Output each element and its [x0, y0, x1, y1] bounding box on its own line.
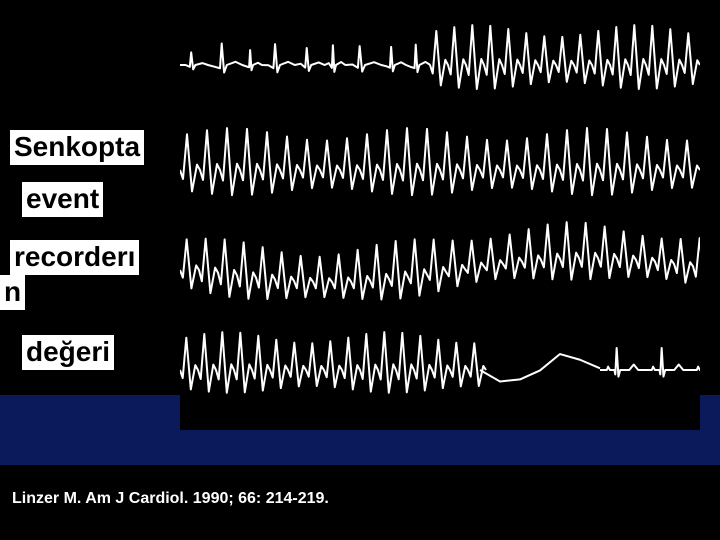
title-word-5: değeri — [22, 335, 114, 370]
ecg-strip-3-seg-1 — [480, 354, 600, 381]
title-line-3: recorderı — [10, 240, 139, 275]
ecg-strip-3-seg-2 — [600, 348, 700, 377]
title-line-2: event — [22, 182, 103, 217]
ecg-strip-2-seg-0 — [180, 222, 700, 299]
title-word-3: recorderı — [10, 240, 139, 275]
ecg-strip-0-seg-1 — [430, 25, 700, 89]
ecg-panel — [180, 10, 700, 430]
ecg-strip-1-seg-0 — [180, 128, 700, 195]
title-line-3b: n — [0, 275, 25, 310]
title-line-1: Senkopta — [10, 130, 144, 165]
title-line-4: değeri — [22, 335, 114, 370]
title-word-1: Senkopta — [10, 130, 144, 165]
ecg-strip-3-seg-0 — [180, 332, 486, 393]
title-word-2: event — [22, 182, 103, 217]
ecg-traces — [180, 10, 700, 430]
title-word-4: n — [0, 275, 25, 310]
citation-text: Linzer M. Am J Cardiol. 1990; 66: 214-21… — [12, 490, 329, 508]
ecg-strip-0-seg-0 — [180, 43, 430, 72]
